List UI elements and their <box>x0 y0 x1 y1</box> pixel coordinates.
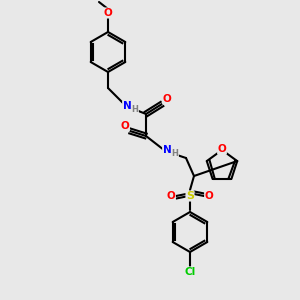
Text: H: H <box>132 104 138 113</box>
Text: O: O <box>218 144 226 154</box>
Text: O: O <box>121 121 129 131</box>
Text: S: S <box>186 191 194 201</box>
Text: O: O <box>163 94 171 104</box>
Text: H: H <box>172 148 178 158</box>
Text: O: O <box>167 191 176 201</box>
Text: O: O <box>103 8 112 18</box>
Text: O: O <box>205 191 213 201</box>
Text: N: N <box>123 101 131 111</box>
Text: Cl: Cl <box>184 267 196 277</box>
Text: N: N <box>163 145 171 155</box>
